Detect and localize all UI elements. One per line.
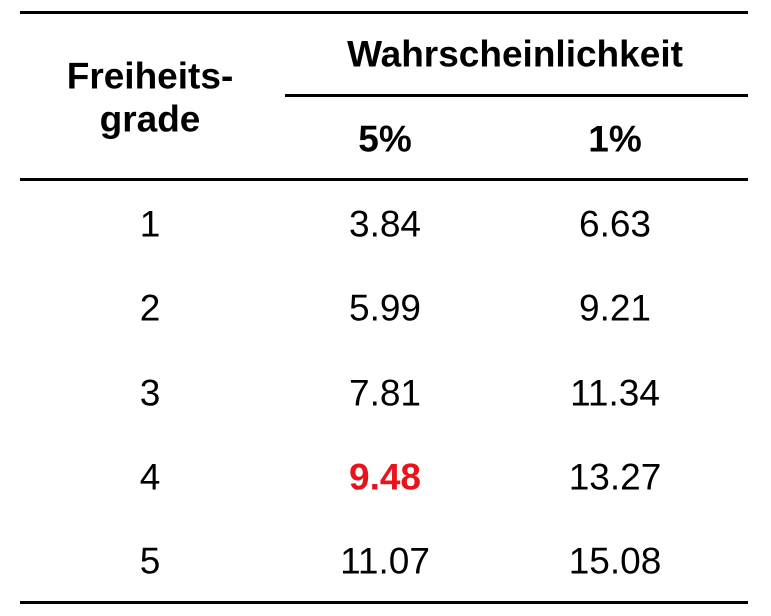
group-rule: [285, 94, 748, 97]
header-cell: 5%: [358, 118, 412, 160]
header-rule: [20, 178, 748, 181]
table-cell: 11.34: [570, 372, 660, 414]
table-cell: 3: [139, 372, 161, 414]
table-cell: 13.27: [568, 456, 662, 498]
table-cell: 7.81: [348, 372, 422, 414]
table-cell: 15.08: [568, 540, 662, 582]
table-cell: 3.84: [348, 203, 422, 245]
header-cell: Freiheits- grade: [66, 55, 234, 139]
table-cell: 9.21: [578, 288, 652, 330]
table-cell: 9.48: [348, 456, 422, 498]
table-cell: 4: [139, 456, 161, 498]
table-cell: 11.07: [340, 540, 430, 582]
top-rule: [20, 11, 748, 14]
table-cell: 5.99: [348, 288, 422, 330]
header-cell: 1%: [588, 118, 642, 160]
table-cell: 1: [139, 203, 161, 245]
bottom-rule: [20, 601, 748, 604]
header-cell: Wahrscheinlichkeit: [347, 33, 683, 75]
table-cell: 6.63: [578, 203, 652, 245]
table-cell: 2: [139, 288, 161, 330]
table-cell: 5: [139, 540, 161, 582]
